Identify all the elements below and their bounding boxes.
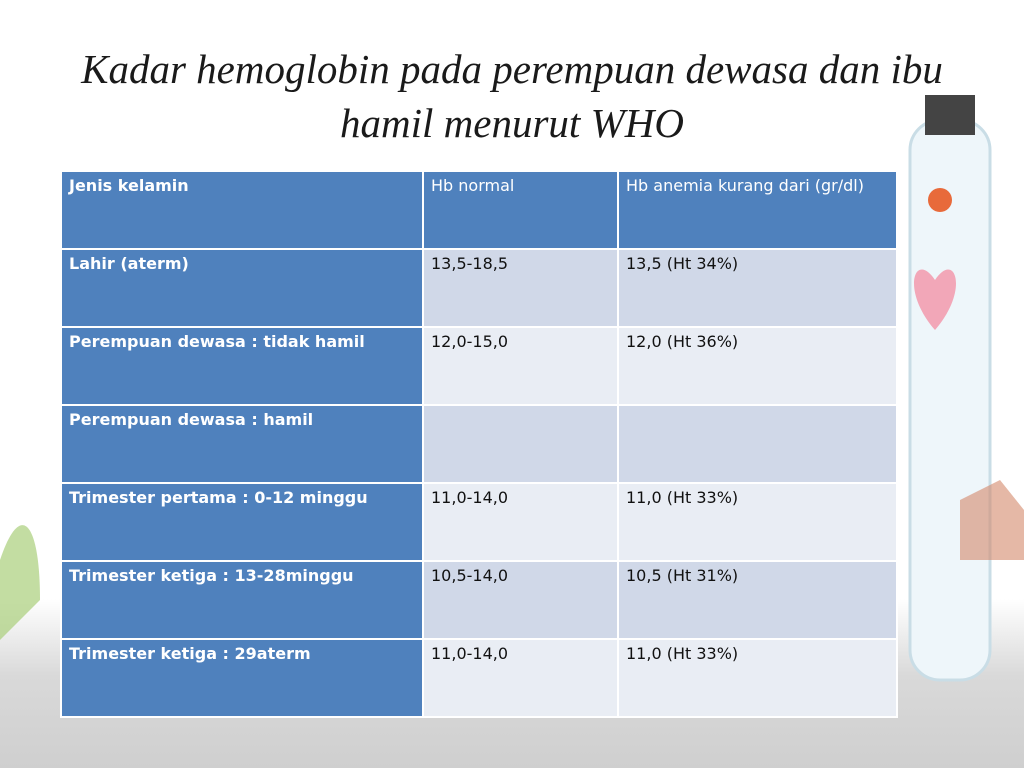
table-cell: 13,5-18,5 (422, 248, 619, 328)
table-cell: Trimester ketiga : 29aterm (60, 638, 424, 718)
table-cell: 11,0-14,0 (422, 638, 619, 718)
table-cell: Jenis kelamin (60, 170, 424, 250)
bottle-cap (925, 95, 975, 135)
table-cell: 12,0 (Ht 36%) (617, 326, 898, 406)
table-cell: Hb anemia kurang dari (gr/dl) (617, 170, 898, 250)
table-cell: Hb normal (422, 170, 619, 250)
table-cell: 10,5-14,0 (422, 560, 619, 640)
heart (914, 269, 956, 330)
table-cell: 11,0-14,0 (422, 482, 619, 562)
table-cell: 12,0-15,0 (422, 326, 619, 406)
table-row: Trimester ketiga : 29aterm 11,0-14,0 11,0 … (60, 638, 898, 718)
table-cell (617, 404, 898, 484)
table-cell: 10,5 (Ht 31%) (617, 560, 898, 640)
house (960, 480, 1024, 560)
table-row: Perempuan dewasa : tidak hamil 12,0-15,0 1… (60, 326, 898, 406)
table-cell: Trimester pertama : 0-12 minggu (60, 482, 424, 562)
table-row: Trimester pertama : 0-12 minggu 11,0-14,0… (60, 482, 898, 562)
table-row: Trimester ketiga : 13-28minggu 10,5-14,0 1… (60, 560, 898, 640)
slide-title: Kadar hemoglobin pada perempuan dewasa d… (81, 46, 943, 146)
table-row: Lahir (aterm) 13,5-18,5 13,5 (Ht 34%) (60, 248, 898, 328)
table-cell (422, 404, 619, 484)
table-cell: Perempuan dewasa : hamil (60, 404, 424, 484)
table-cell: Trimester ketiga : 13-28minggu (60, 560, 424, 640)
table-cell: Lahir (aterm) (60, 248, 424, 328)
table-cell: 11,0 (Ht 33%) (617, 638, 898, 718)
leaves (0, 525, 40, 640)
table-cell: Perempuan dewasa : tidak hamil (60, 326, 424, 406)
table-row: Jenis kelamin Hb normal Hb anemia kurang d… (60, 170, 898, 250)
data-table: Jenis kelamin Hb normal Hb anemia kurang d… (60, 170, 898, 718)
table-cell: 13,5 (Ht 34%) (617, 248, 898, 328)
table-cell: 11,0 (Ht 33%) (617, 482, 898, 562)
ornament (928, 188, 952, 212)
table-row: Perempuan dewasa : hamil (60, 404, 898, 484)
